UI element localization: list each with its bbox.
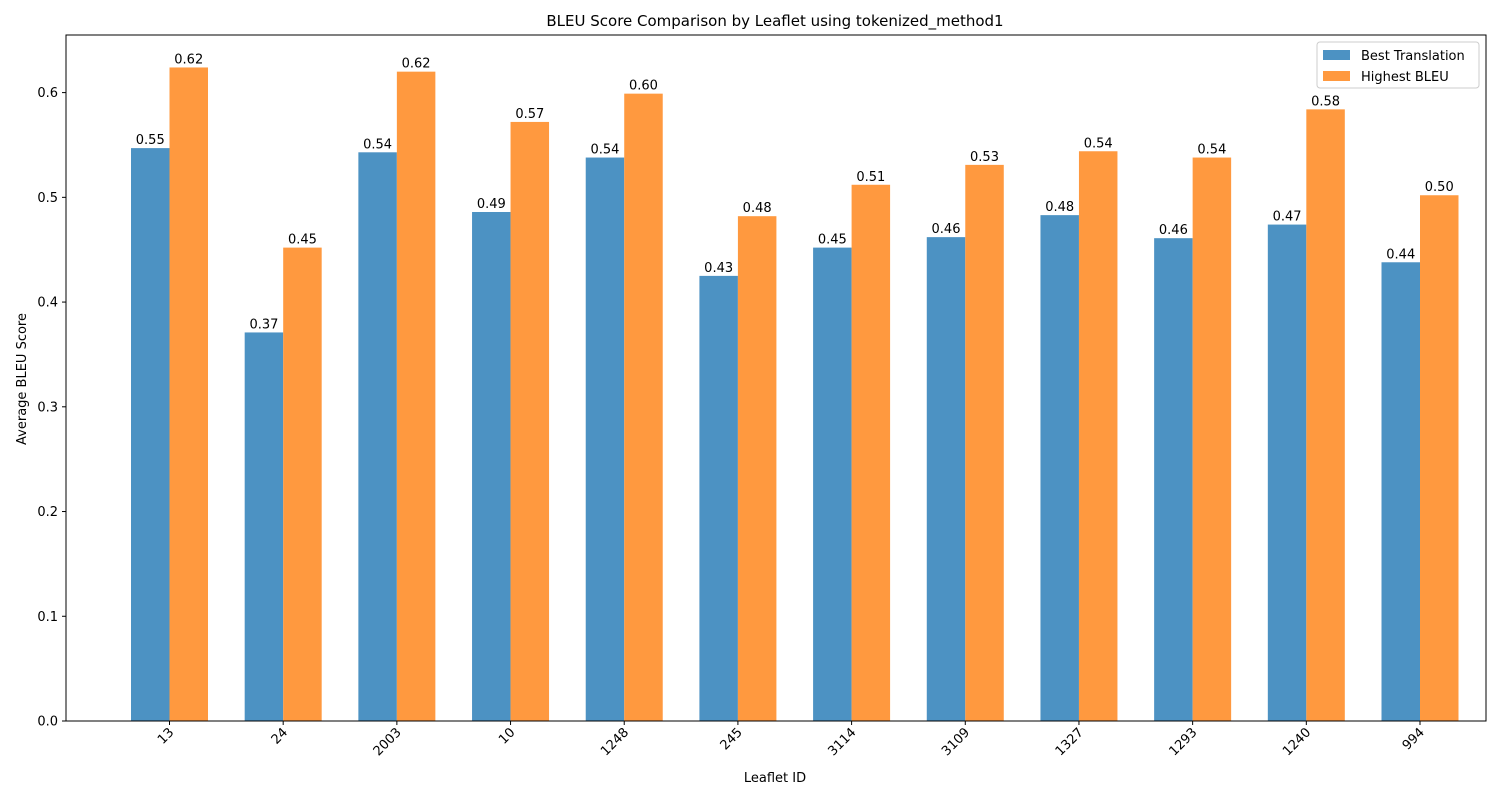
bar-best-translation-245 [699,275,738,721]
bar-best-translation-3109 [926,237,966,722]
data-label: 0.45 [288,233,317,248]
bar-highest-bleu-3114 [851,184,891,721]
bar-best-translation-24 [244,332,284,721]
bar-highest-bleu-245 [737,216,777,721]
y-tick-label: 0.5 [37,191,58,206]
y-tick-label: 0.0 [37,715,58,730]
bar-highest-bleu-1293 [1192,157,1232,721]
data-label: 0.62 [174,52,203,67]
data-label: 0.54 [591,143,620,158]
legend-label: Best Translation [1361,49,1465,64]
data-label: 0.47 [1273,210,1302,225]
x-axis-label: Leaflet ID [744,771,806,786]
data-label: 0.54 [363,137,392,152]
data-label: 0.54 [1084,136,1113,151]
data-label: 0.57 [515,107,544,122]
bar-highest-bleu-994 [1420,195,1459,722]
data-label: 0.51 [856,170,885,185]
data-label: 0.46 [932,222,961,237]
data-label: 0.55 [136,133,165,148]
bar-highest-bleu-1240 [1306,109,1345,722]
plot-frame [65,34,1487,722]
bar-highest-bleu-1248 [624,93,663,721]
plot-area: 0.55 0.37 0.54 0.49 0.54 0.43 0.45 0.46 0.48 0.46… [37,34,1487,759]
bar-best-translation-1293 [1154,238,1193,721]
data-label: 0.37 [249,317,278,332]
bar-best-translation-1248 [585,157,625,721]
legend-swatch [1323,71,1350,81]
y-axis-label: Average BLEU Score [15,313,30,445]
bar-best-translation-1327 [1040,215,1079,722]
data-label: 0.45 [818,233,847,248]
y-tick-label: 0.4 [37,296,58,311]
data-label: 0.49 [477,197,506,212]
legend-label: Highest BLEU [1361,70,1449,85]
bar-highest-bleu-10 [510,121,550,722]
data-label: 0.53 [970,150,999,165]
data-label: 0.58 [1311,94,1340,109]
legend: Best Translation Highest BLEU [1316,41,1480,89]
y-tick-label: 0.1 [37,610,58,625]
bar-highest-bleu-3109 [965,164,1004,721]
data-label: 0.48 [743,201,772,216]
data-label: 0.43 [704,261,733,276]
legend-box [1316,41,1480,89]
y-tick-label: 0.6 [37,86,58,101]
data-label: 0.50 [1425,180,1454,195]
data-label: 0.44 [1386,247,1415,262]
data-label: 0.46 [1159,223,1188,238]
data-label: 0.62 [402,57,431,72]
bar-highest-bleu-24 [283,247,322,721]
legend-swatch [1323,50,1350,60]
bar-highest-bleu-1327 [1078,151,1118,722]
data-label: 0.60 [629,79,658,94]
chart-title: BLEU Score Comparison by Leaflet using t… [546,12,1003,31]
bar-best-translation-1240 [1267,224,1307,721]
bar-best-translation-10 [472,211,511,721]
y-tick-label: 0.2 [37,505,58,520]
bar-highest-bleu-13 [169,67,208,722]
bar-best-translation-2003 [358,152,397,721]
bar-best-translation-3114 [813,247,852,721]
bar-best-translation-13 [131,148,170,721]
data-label: 0.54 [1197,143,1226,158]
bar-best-translation-994 [1381,262,1420,721]
bar-highest-bleu-2003 [396,71,436,721]
data-label: 0.48 [1045,200,1074,215]
y-tick-label: 0.3 [37,400,58,415]
